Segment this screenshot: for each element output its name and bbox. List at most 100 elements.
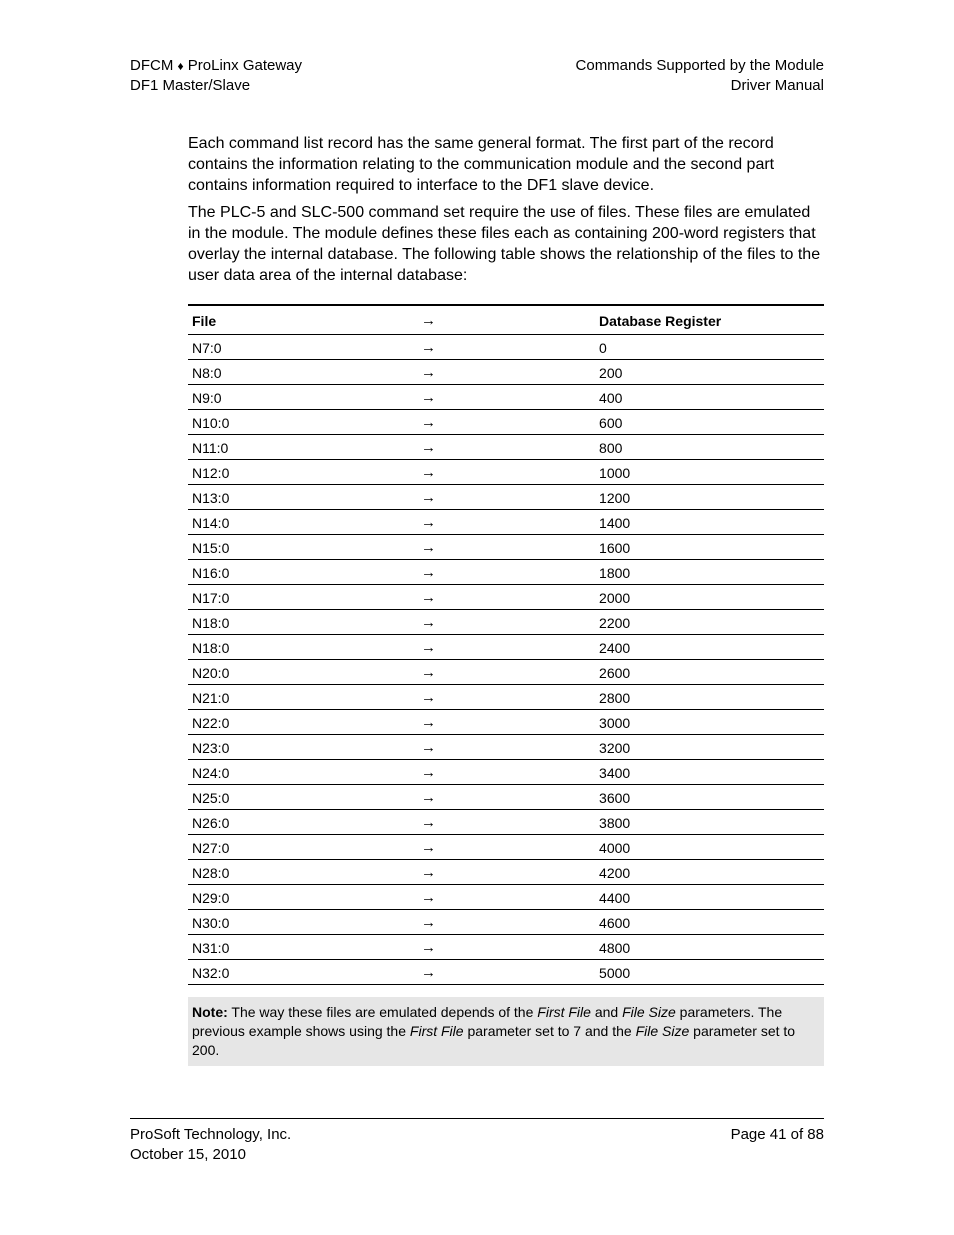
cell-arrow: → xyxy=(417,510,595,535)
cell-register: 2000 xyxy=(595,585,824,610)
table-row: N27:0→4000 xyxy=(188,835,824,860)
table-row: N23:0→3200 xyxy=(188,735,824,760)
note-italic-2: File Size xyxy=(622,1004,676,1020)
header-right: Commands Supported by the ModuleDriver M… xyxy=(576,56,824,97)
arrow-icon: → xyxy=(421,764,436,781)
cell-file: N20:0 xyxy=(188,660,417,685)
cell-arrow: → xyxy=(417,585,595,610)
cell-arrow: → xyxy=(417,335,595,360)
cell-file: N29:0 xyxy=(188,885,417,910)
header-left-line1a: DFCM xyxy=(130,57,178,74)
footer-right: Page 41 of 88 xyxy=(731,1125,824,1166)
arrow-icon: → xyxy=(421,489,436,506)
table-row: N8:0→200 xyxy=(188,360,824,385)
cell-register: 3600 xyxy=(595,785,824,810)
arrow-icon: → xyxy=(421,939,436,956)
page-body: Each command list record has the same ge… xyxy=(188,133,824,1066)
cell-file: N18:0 xyxy=(188,610,417,635)
cell-arrow: → xyxy=(417,835,595,860)
cell-arrow: → xyxy=(417,360,595,385)
arrow-icon: → xyxy=(421,689,436,706)
header-left-line2: DF1 Master/Slave xyxy=(130,77,250,94)
cell-register: 2600 xyxy=(595,660,824,685)
cell-arrow: → xyxy=(417,885,595,910)
arrow-icon: → xyxy=(421,464,436,481)
arrow-icon: → xyxy=(421,664,436,681)
cell-register: 4400 xyxy=(595,885,824,910)
arrow-icon: → xyxy=(421,864,436,881)
table-row: N9:0→ 400 xyxy=(188,385,824,410)
cell-file: N14:0 xyxy=(188,510,417,535)
cell-file: N18:0 xyxy=(188,635,417,660)
table-row: N17:0→ 2000 xyxy=(188,585,824,610)
cell-arrow: → xyxy=(417,560,595,585)
cell-file: N13:0 xyxy=(188,485,417,510)
table-row: N10:0→600 xyxy=(188,410,824,435)
cell-arrow: → xyxy=(417,710,595,735)
header-right-line1: Commands Supported by the Module xyxy=(576,57,824,74)
cell-register: 1800 xyxy=(595,560,824,585)
note-label: Note: xyxy=(192,1004,228,1020)
cell-register: 600 xyxy=(595,410,824,435)
cell-register: 2800 xyxy=(595,685,824,710)
cell-file: N32:0 xyxy=(188,960,417,985)
arrow-icon: → xyxy=(421,539,436,556)
arrow-icon: → xyxy=(421,839,436,856)
th-arrow: → xyxy=(417,305,595,335)
arrow-icon: → xyxy=(421,589,436,606)
cell-file: N22:0 xyxy=(188,710,417,735)
table-row: N32:0→5000 xyxy=(188,960,824,985)
note-text-4: parameter set to 7 and the xyxy=(464,1023,636,1039)
cell-file: N28:0 xyxy=(188,860,417,885)
cell-file: N25:0 xyxy=(188,785,417,810)
table-row: N18:0→2400 xyxy=(188,635,824,660)
cell-file: N9:0 xyxy=(188,385,417,410)
cell-register: 1600 xyxy=(595,535,824,560)
cell-arrow: → xyxy=(417,760,595,785)
cell-register: 4200 xyxy=(595,860,824,885)
cell-register: 1200 xyxy=(595,485,824,510)
table-row: N28:0→ 4200 xyxy=(188,860,824,885)
table-row: N30:0→4600 xyxy=(188,910,824,935)
th-register: Database Register xyxy=(595,305,824,335)
table-row: N14:0→ 1400 xyxy=(188,510,824,535)
cell-file: N16:0 xyxy=(188,560,417,585)
table-row: N24:0→3400 xyxy=(188,760,824,785)
cell-arrow: → xyxy=(417,685,595,710)
cell-file: N8:0 xyxy=(188,360,417,385)
cell-arrow: → xyxy=(417,635,595,660)
cell-register: 3200 xyxy=(595,735,824,760)
note-text-2: and xyxy=(591,1004,622,1020)
cell-arrow: → xyxy=(417,960,595,985)
table-row: N20:0→ 2600 xyxy=(188,660,824,685)
table-row: N7:0→0 xyxy=(188,335,824,360)
cell-register: 3400 xyxy=(595,760,824,785)
cell-register: 3000 xyxy=(595,710,824,735)
cell-arrow: → xyxy=(417,610,595,635)
arrow-icon: → xyxy=(421,889,436,906)
file-register-table: File → Database Register N7:0→0N8:0→200N… xyxy=(188,304,824,985)
cell-register: 4800 xyxy=(595,935,824,960)
cell-arrow: → xyxy=(417,485,595,510)
cell-register: 1000 xyxy=(595,460,824,485)
cell-register: 400 xyxy=(595,385,824,410)
cell-file: N27:0 xyxy=(188,835,417,860)
arrow-icon: → xyxy=(421,389,436,406)
table-row: N15:0→1600 xyxy=(188,535,824,560)
table-header-row: File → Database Register xyxy=(188,305,824,335)
arrow-icon: → xyxy=(421,312,436,329)
cell-arrow: → xyxy=(417,860,595,885)
cell-register: 0 xyxy=(595,335,824,360)
cell-file: N30:0 xyxy=(188,910,417,935)
th-file: File xyxy=(188,305,417,335)
cell-arrow: → xyxy=(417,935,595,960)
cell-arrow: → xyxy=(417,735,595,760)
table-row: N22:0→3000 xyxy=(188,710,824,735)
cell-file: N17:0 xyxy=(188,585,417,610)
arrow-icon: → xyxy=(421,514,436,531)
arrow-icon: → xyxy=(421,964,436,981)
cell-arrow: → xyxy=(417,535,595,560)
cell-register: 1400 xyxy=(595,510,824,535)
note-italic-1: First File xyxy=(537,1004,591,1020)
paragraph-2: The PLC-5 and SLC-500 command set requir… xyxy=(188,202,824,286)
